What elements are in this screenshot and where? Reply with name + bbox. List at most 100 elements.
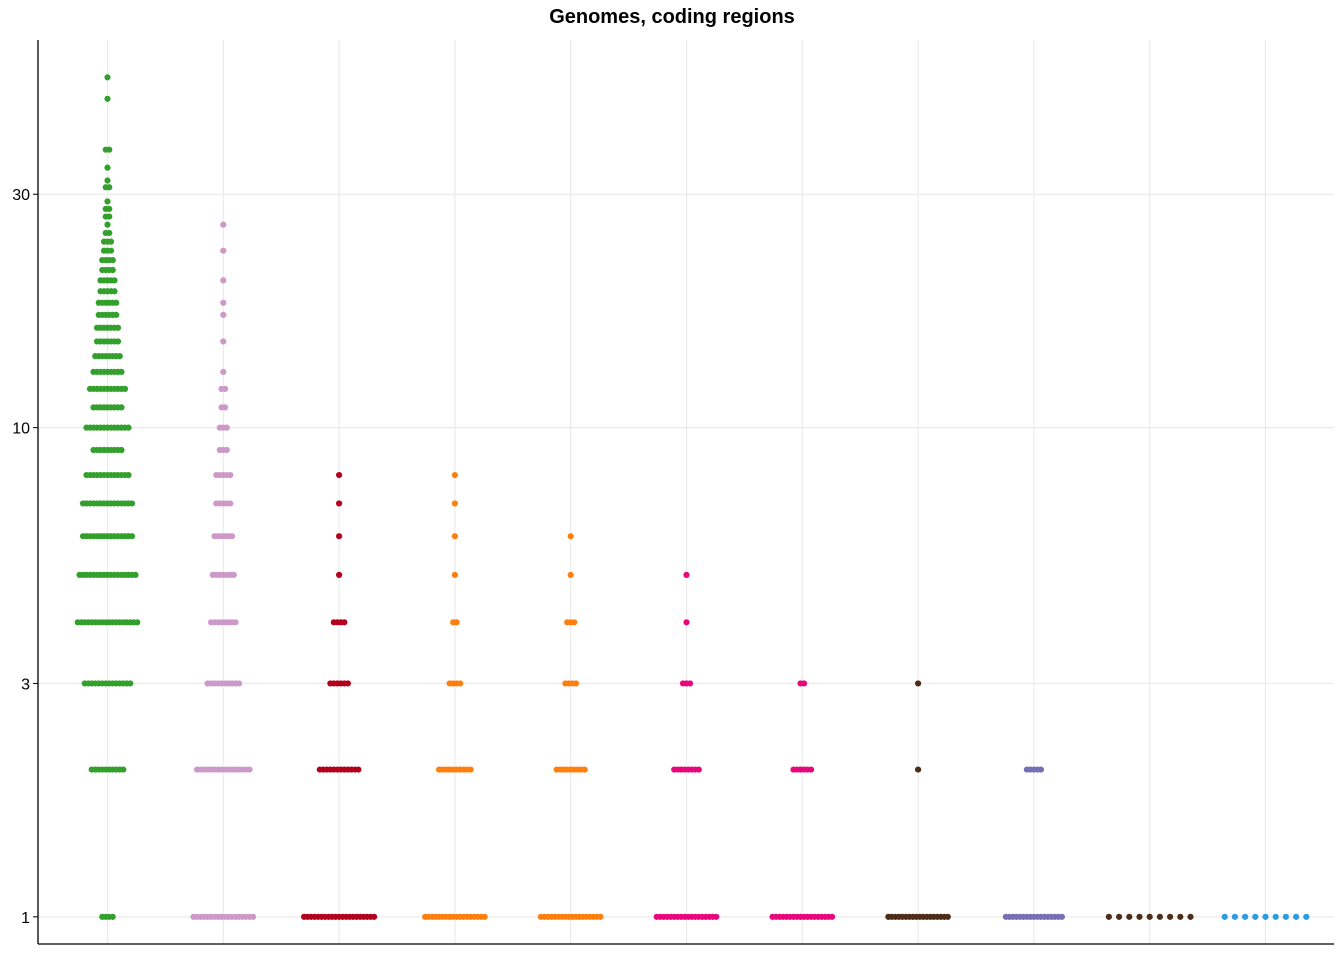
data-point [451, 571, 458, 579]
data-point [128, 533, 136, 540]
data-point [567, 571, 574, 579]
data-point [125, 471, 132, 479]
data-point [451, 533, 458, 540]
data-point [220, 247, 227, 254]
data-point [227, 500, 234, 507]
data-point [1303, 913, 1310, 920]
data-point [246, 766, 253, 773]
data-point [1242, 913, 1249, 920]
data-point [104, 177, 111, 184]
data-point [686, 680, 694, 687]
data-point [104, 164, 111, 171]
data-point [121, 385, 129, 393]
data-point [125, 424, 132, 431]
data-point [1221, 913, 1228, 920]
data-point [106, 184, 113, 191]
data-point [1058, 913, 1065, 920]
data-point [344, 680, 351, 687]
data-point [107, 247, 115, 254]
data-point [120, 766, 127, 773]
data-point [915, 680, 922, 687]
data-point [1037, 766, 1044, 773]
y-axis-ticks: 1 3 10 30 [12, 187, 38, 927]
series-group [653, 571, 720, 920]
data-point [371, 913, 378, 920]
data-point [1272, 913, 1279, 920]
data-point [572, 680, 580, 687]
data-point [221, 404, 229, 411]
data-point [118, 404, 125, 411]
series-group [190, 221, 257, 920]
data-point [571, 619, 578, 626]
data-point [249, 913, 257, 920]
data-point [132, 571, 139, 579]
data-point [118, 446, 125, 454]
data-point [451, 471, 458, 479]
series-group [1221, 913, 1310, 920]
series-group [74, 74, 141, 920]
data-point [113, 299, 120, 306]
chart-title: Genomes, coding regions [549, 6, 795, 28]
data-point [1146, 913, 1153, 920]
data-point [481, 913, 488, 920]
data-point [104, 95, 111, 102]
data-point [114, 338, 122, 345]
data-point [915, 766, 922, 773]
data-point [1262, 913, 1269, 920]
data-point [1156, 913, 1163, 920]
series-group [885, 680, 951, 920]
data-point [800, 680, 808, 687]
data-point [230, 571, 237, 579]
data-point [336, 471, 343, 479]
data-point [106, 229, 113, 237]
series-group [1002, 766, 1065, 920]
data-point [336, 533, 343, 540]
data-point [223, 424, 230, 431]
data-point [713, 913, 720, 920]
data-point [109, 266, 116, 274]
data-point [1126, 913, 1133, 920]
data-point [114, 324, 122, 331]
data-point [1252, 913, 1259, 920]
data-point [828, 913, 836, 920]
data-point [1187, 913, 1194, 920]
data-point [1167, 913, 1174, 920]
data-point [1282, 913, 1289, 920]
series-group [301, 471, 378, 920]
y-tick-label: 30 [12, 187, 30, 204]
data-point [127, 680, 134, 687]
data-point [111, 277, 118, 284]
series-group [769, 680, 836, 920]
data-point [453, 619, 460, 626]
data-point [457, 680, 464, 687]
data-point [116, 353, 123, 360]
data-point [227, 471, 234, 479]
data-point [228, 533, 236, 540]
data-point [128, 500, 136, 507]
y-tick-label: 3 [21, 676, 30, 693]
data-point [1177, 913, 1184, 920]
axes [37, 40, 1334, 945]
data-point [113, 311, 120, 319]
data-point [221, 385, 229, 393]
data-point [807, 766, 815, 773]
data-point [355, 766, 362, 773]
data-point [336, 500, 343, 507]
data-point [220, 368, 227, 375]
data-point [106, 213, 113, 220]
data-point [106, 146, 113, 153]
data-point [341, 619, 348, 626]
data-point [104, 221, 111, 228]
data-point [109, 913, 116, 920]
data-point [104, 74, 111, 81]
data-point [683, 619, 690, 626]
data-point [111, 288, 118, 295]
data-point [235, 680, 243, 687]
data-point [106, 205, 113, 212]
data-point [1116, 913, 1123, 920]
data-point [220, 299, 227, 306]
data-point [944, 913, 951, 920]
data-point [695, 766, 702, 773]
data-point [107, 238, 115, 245]
